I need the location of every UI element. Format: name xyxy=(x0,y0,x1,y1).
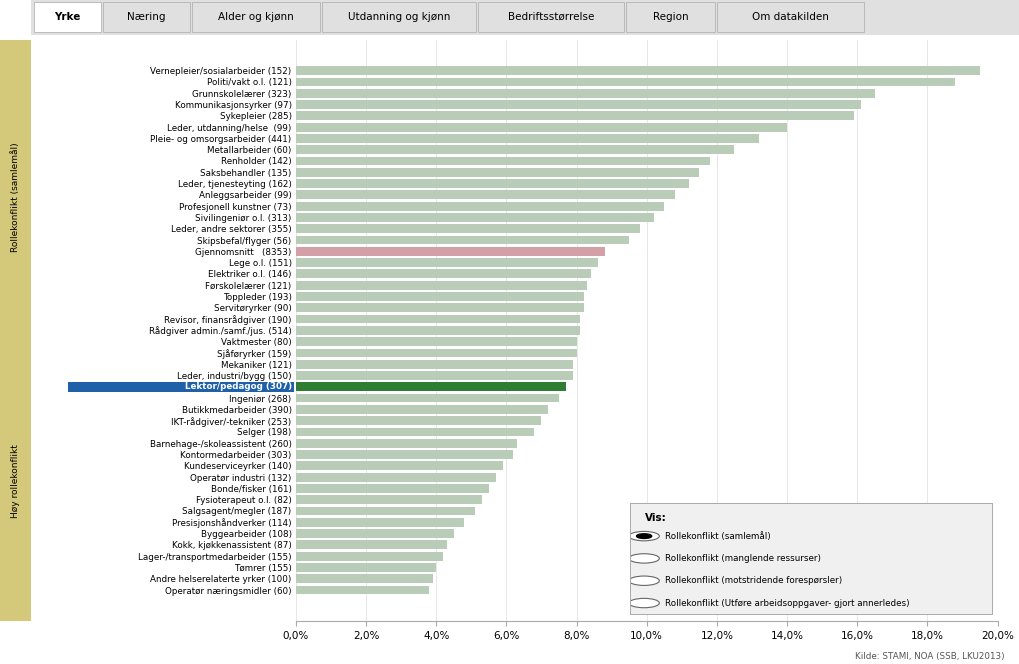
Bar xyxy=(626,2,714,33)
Bar xyxy=(296,450,513,459)
Bar xyxy=(296,484,488,493)
Text: Rollekonflikt (motstridende forespørsler): Rollekonflikt (motstridende forespørsler… xyxy=(664,576,841,585)
Text: Utdanning og kjønn: Utdanning og kjønn xyxy=(347,11,450,21)
Bar xyxy=(296,303,583,312)
Bar xyxy=(296,371,573,380)
Bar xyxy=(296,360,573,369)
Text: Rollekonflikt (samlemål): Rollekonflikt (samlemål) xyxy=(664,532,769,540)
Text: Vis:: Vis: xyxy=(644,513,666,523)
Bar xyxy=(296,461,502,470)
Bar xyxy=(296,66,979,75)
Bar xyxy=(296,495,481,504)
Bar xyxy=(296,529,453,538)
Text: Region: Region xyxy=(652,11,688,21)
Text: Lektor/pedagog (307): Lektor/pedagog (307) xyxy=(185,382,292,391)
Bar xyxy=(322,2,475,33)
Bar xyxy=(296,100,860,109)
Bar xyxy=(296,326,580,335)
Circle shape xyxy=(636,534,651,539)
Bar xyxy=(296,134,758,143)
Text: Rollekonflikt (manglende ressurser): Rollekonflikt (manglende ressurser) xyxy=(664,554,820,563)
Bar xyxy=(296,405,548,414)
Bar xyxy=(296,258,597,267)
Bar xyxy=(103,2,190,33)
Bar xyxy=(296,337,576,346)
Bar xyxy=(296,179,688,188)
Bar xyxy=(296,202,663,210)
Text: Rollekonflikt (Utføre arbeidsoppgaver- gjort annerledes): Rollekonflikt (Utføre arbeidsoppgaver- g… xyxy=(664,598,909,608)
Bar xyxy=(296,281,587,290)
Text: Næring: Næring xyxy=(127,11,165,21)
Text: Bedriftsstørrelse: Bedriftsstørrelse xyxy=(507,11,594,21)
Bar xyxy=(716,2,863,33)
Bar xyxy=(296,416,541,425)
Circle shape xyxy=(629,576,658,586)
Bar xyxy=(296,123,787,131)
Bar xyxy=(34,2,101,33)
Text: Kilde: STAMI, NOA (SSB, LKU2013): Kilde: STAMI, NOA (SSB, LKU2013) xyxy=(854,652,1004,661)
Circle shape xyxy=(629,531,658,540)
Text: Rollekonflikt (samlemål): Rollekonflikt (samlemål) xyxy=(11,142,19,252)
Bar xyxy=(296,112,853,120)
Bar xyxy=(296,563,436,572)
Text: Yrke: Yrke xyxy=(54,11,81,21)
Bar xyxy=(296,168,699,177)
Bar xyxy=(296,382,566,391)
Bar xyxy=(296,224,639,233)
Circle shape xyxy=(629,554,658,563)
Bar xyxy=(296,292,583,301)
Bar xyxy=(296,473,495,481)
Bar xyxy=(296,89,874,98)
Bar xyxy=(296,236,629,244)
Text: Alder og kjønn: Alder og kjønn xyxy=(218,11,293,21)
Bar xyxy=(296,586,429,594)
Text: Høy rollekonflikt: Høy rollekonflikt xyxy=(11,444,19,519)
Bar xyxy=(296,78,955,86)
Bar xyxy=(296,394,558,402)
Bar xyxy=(296,439,517,448)
Text: Om datakilden: Om datakilden xyxy=(751,11,828,21)
Bar xyxy=(296,145,734,154)
Bar xyxy=(296,540,446,549)
Bar xyxy=(296,213,653,222)
Bar xyxy=(296,428,534,436)
Bar xyxy=(296,270,590,278)
Bar xyxy=(296,507,474,515)
Bar xyxy=(296,157,709,165)
Bar xyxy=(192,2,320,33)
Circle shape xyxy=(629,598,658,608)
Bar xyxy=(296,552,442,560)
Bar xyxy=(296,349,576,357)
Bar xyxy=(296,191,675,199)
Bar xyxy=(296,315,580,323)
Bar xyxy=(296,247,604,256)
Bar xyxy=(296,574,432,583)
Bar xyxy=(477,2,624,33)
Bar xyxy=(67,382,293,392)
Bar xyxy=(296,518,464,527)
